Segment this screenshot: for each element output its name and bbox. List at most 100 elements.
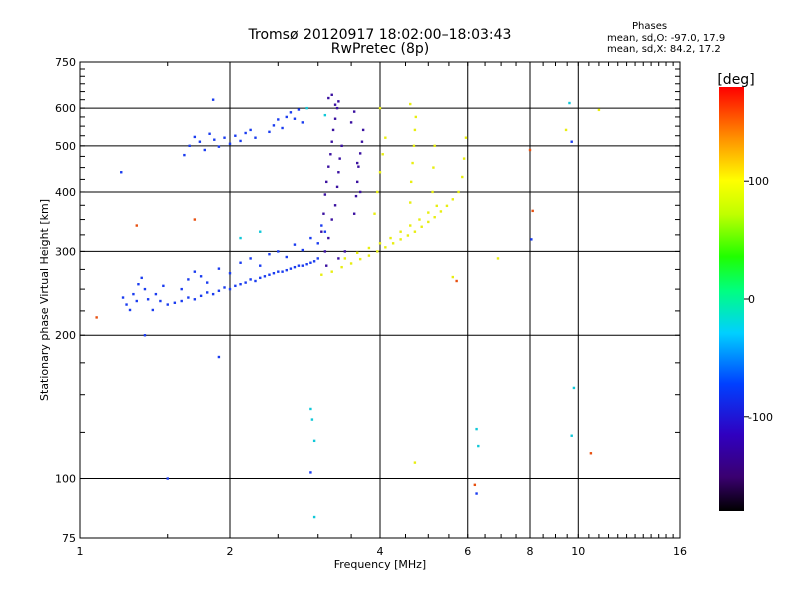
- data-point: [259, 264, 262, 267]
- data-point: [323, 250, 327, 253]
- data-point: [355, 251, 359, 255]
- data-point: [412, 144, 416, 148]
- data-point: [378, 171, 382, 174]
- x-tick-label: 4: [377, 545, 384, 558]
- data-point: [406, 234, 410, 237]
- data-point: [249, 128, 252, 132]
- data-point: [312, 515, 316, 519]
- x-tick-label: 16: [673, 545, 687, 558]
- data-point: [213, 138, 216, 141]
- data-point: [309, 236, 312, 240]
- data-point: [358, 190, 362, 194]
- data-point: [433, 216, 436, 219]
- data-point: [355, 161, 359, 165]
- data-point: [199, 294, 203, 298]
- data-point: [413, 461, 417, 464]
- data-point: [137, 283, 140, 286]
- x-axis-label: Frequency [MHz]: [334, 558, 426, 571]
- data-point: [530, 238, 533, 241]
- data-point: [272, 272, 276, 275]
- x-tick-label: 1: [77, 545, 84, 558]
- x-tick-label: 8: [527, 545, 534, 558]
- data-point: [285, 268, 288, 272]
- data-point: [277, 270, 280, 273]
- data-point: [193, 298, 197, 301]
- data-point: [293, 243, 297, 246]
- data-point: [187, 278, 190, 281]
- data-point: [211, 292, 215, 296]
- data-point: [180, 287, 183, 291]
- data-point: [337, 100, 340, 103]
- data-point: [268, 252, 271, 256]
- data-point: [477, 444, 480, 448]
- chart-title: Tromsø 20120917 18:02:00–18:03:43: [248, 27, 512, 43]
- x-tick-label: 10: [571, 545, 585, 558]
- data-point: [333, 117, 337, 120]
- data-point: [125, 303, 128, 306]
- data-point: [320, 224, 323, 227]
- data-point: [249, 278, 252, 281]
- data-point: [228, 272, 232, 275]
- data-point: [528, 148, 532, 152]
- data-point: [330, 93, 333, 96]
- data-point: [358, 257, 362, 261]
- data-point: [409, 201, 412, 204]
- data-point: [358, 152, 362, 155]
- y-tick-label: 750: [55, 56, 76, 69]
- data-point: [259, 276, 262, 280]
- data-point: [205, 291, 209, 294]
- data-point: [589, 452, 593, 455]
- data-point: [418, 218, 421, 221]
- data-point: [335, 106, 339, 110]
- data-point: [297, 264, 301, 267]
- data-point: [373, 212, 376, 215]
- x-axis-ticks: 1 2 4 6 8 10 16: [77, 62, 687, 558]
- data-point: [323, 230, 327, 233]
- colorbar-ticks: 100 0 -100: [744, 175, 773, 424]
- data-point: [211, 98, 215, 101]
- data-point: [277, 118, 280, 121]
- data-point: [367, 246, 371, 250]
- data-point: [217, 355, 221, 359]
- colorbar-tick-label: 0: [748, 293, 755, 306]
- data-point: [135, 224, 138, 227]
- data-point: [335, 185, 339, 189]
- data-point: [239, 283, 242, 286]
- y-tick-label: 300: [55, 245, 76, 258]
- data-point: [399, 230, 402, 233]
- data-point: [143, 287, 147, 291]
- data-point: [433, 144, 436, 148]
- data-point: [293, 117, 297, 120]
- colorbar-tick-label: -100: [748, 411, 773, 424]
- data-point: [333, 103, 337, 106]
- data-point: [340, 265, 343, 269]
- data-point: [281, 270, 284, 273]
- data-point: [301, 248, 305, 252]
- phase-info-x: mean, sd,X: 84.2, 17.2: [607, 44, 721, 55]
- data-point: [159, 299, 162, 303]
- colorbar-tick-label: 100: [748, 175, 769, 188]
- data-point: [205, 281, 209, 284]
- data-point: [309, 261, 312, 264]
- data-point: [259, 230, 262, 233]
- data-point: [208, 132, 211, 135]
- data-point: [301, 264, 305, 267]
- data-point: [268, 273, 271, 276]
- data-point: [355, 180, 359, 184]
- data-point: [360, 140, 364, 143]
- data-point: [154, 292, 158, 296]
- data-point: [183, 153, 186, 157]
- data-point: [135, 299, 138, 303]
- y-tick-label: 600: [55, 102, 76, 115]
- data-point: [180, 299, 183, 303]
- data-point: [301, 121, 305, 124]
- phase-info-title: Phases: [632, 21, 668, 32]
- data-point: [409, 180, 413, 184]
- data-point: [357, 165, 360, 168]
- data-point: [420, 225, 423, 228]
- data-point: [330, 218, 333, 221]
- data-point: [409, 224, 412, 227]
- data-point: [244, 131, 247, 135]
- data-point: [439, 210, 443, 213]
